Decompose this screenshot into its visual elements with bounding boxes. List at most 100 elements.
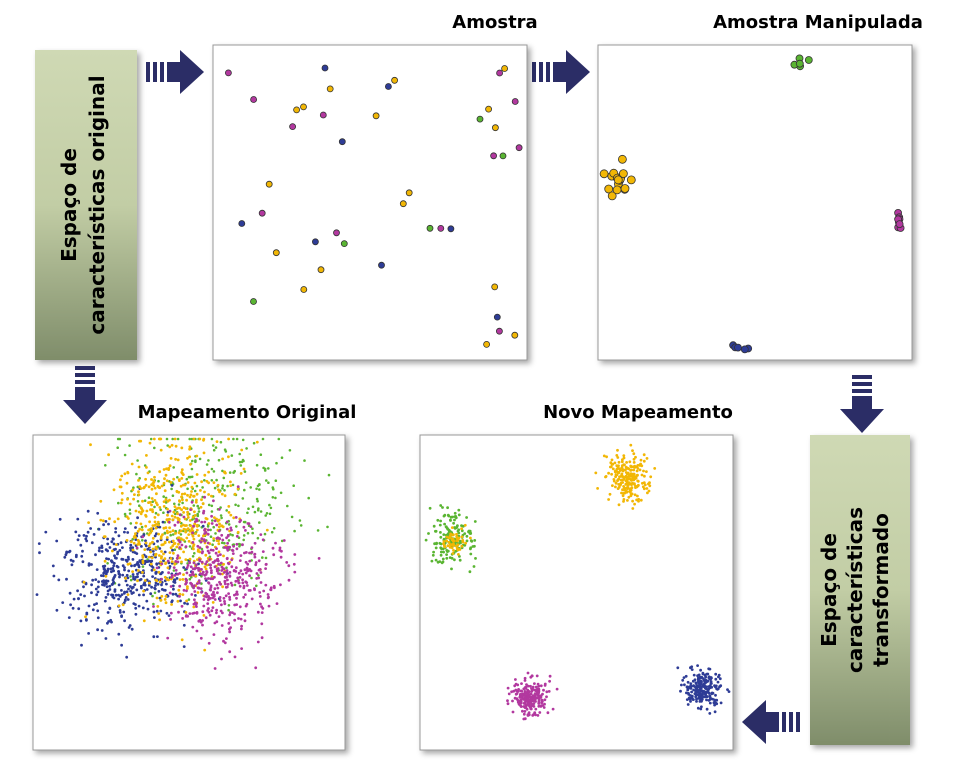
point — [160, 484, 164, 488]
panel-title: Mapeamento Original — [138, 402, 357, 423]
point — [539, 684, 543, 688]
point — [468, 570, 472, 574]
point — [164, 562, 167, 565]
point — [96, 511, 100, 515]
point — [216, 586, 220, 590]
point — [240, 460, 244, 464]
point — [155, 547, 158, 550]
point — [91, 578, 95, 582]
point — [151, 540, 154, 544]
point — [277, 437, 281, 441]
point — [245, 584, 249, 587]
point — [130, 627, 134, 631]
point — [229, 480, 232, 484]
point — [338, 138, 346, 146]
point — [613, 469, 617, 473]
point — [123, 590, 126, 594]
point — [170, 514, 174, 518]
point — [135, 588, 139, 592]
point — [192, 605, 196, 609]
point — [136, 500, 140, 503]
target-box — [810, 435, 910, 745]
point — [217, 525, 221, 529]
point — [203, 473, 207, 477]
point — [189, 462, 192, 466]
point — [629, 489, 633, 492]
point — [210, 467, 214, 471]
point — [223, 541, 226, 545]
point — [107, 557, 110, 561]
point — [182, 645, 186, 648]
point — [79, 543, 83, 547]
point — [123, 598, 127, 602]
point — [182, 511, 186, 514]
point — [231, 483, 235, 487]
point — [641, 485, 645, 489]
point — [160, 562, 164, 566]
point — [107, 620, 110, 623]
point — [457, 536, 461, 540]
point — [530, 697, 533, 701]
point — [226, 548, 230, 552]
arrow — [532, 50, 590, 94]
point — [259, 602, 262, 606]
point — [150, 585, 154, 589]
point — [171, 592, 175, 596]
point — [449, 519, 452, 522]
point — [134, 606, 138, 610]
point — [138, 504, 141, 508]
point — [112, 542, 116, 546]
point — [472, 565, 476, 568]
point — [68, 591, 72, 595]
point — [158, 470, 162, 474]
point — [622, 456, 626, 460]
point — [186, 516, 190, 519]
point — [206, 525, 210, 528]
point — [145, 466, 148, 469]
point — [255, 487, 258, 491]
point — [185, 477, 189, 481]
point — [238, 220, 246, 227]
point — [274, 541, 277, 545]
point — [495, 327, 503, 335]
point — [230, 583, 234, 587]
point — [177, 610, 180, 614]
point — [195, 611, 199, 615]
point — [627, 495, 631, 499]
point — [217, 572, 220, 575]
point — [120, 491, 124, 495]
point — [76, 517, 80, 521]
point — [628, 460, 632, 464]
point — [463, 532, 467, 535]
point — [637, 499, 640, 503]
point — [182, 515, 186, 519]
point — [514, 688, 518, 692]
point — [615, 454, 619, 457]
point — [596, 487, 599, 490]
point — [193, 514, 197, 517]
point — [193, 522, 197, 526]
point — [174, 568, 178, 572]
point — [180, 508, 184, 512]
point — [222, 567, 226, 571]
point — [198, 581, 201, 585]
point — [77, 607, 81, 611]
point — [185, 566, 189, 569]
point — [227, 604, 231, 607]
point — [199, 620, 203, 624]
point — [199, 587, 203, 590]
point — [90, 563, 93, 566]
point — [106, 567, 110, 571]
point — [695, 691, 699, 694]
point — [515, 692, 519, 695]
point — [104, 574, 108, 578]
point — [147, 533, 151, 537]
point — [457, 531, 461, 535]
point — [110, 540, 114, 544]
point — [690, 695, 694, 699]
point — [136, 543, 140, 546]
point — [121, 564, 125, 568]
point — [116, 517, 120, 521]
point — [126, 576, 130, 580]
